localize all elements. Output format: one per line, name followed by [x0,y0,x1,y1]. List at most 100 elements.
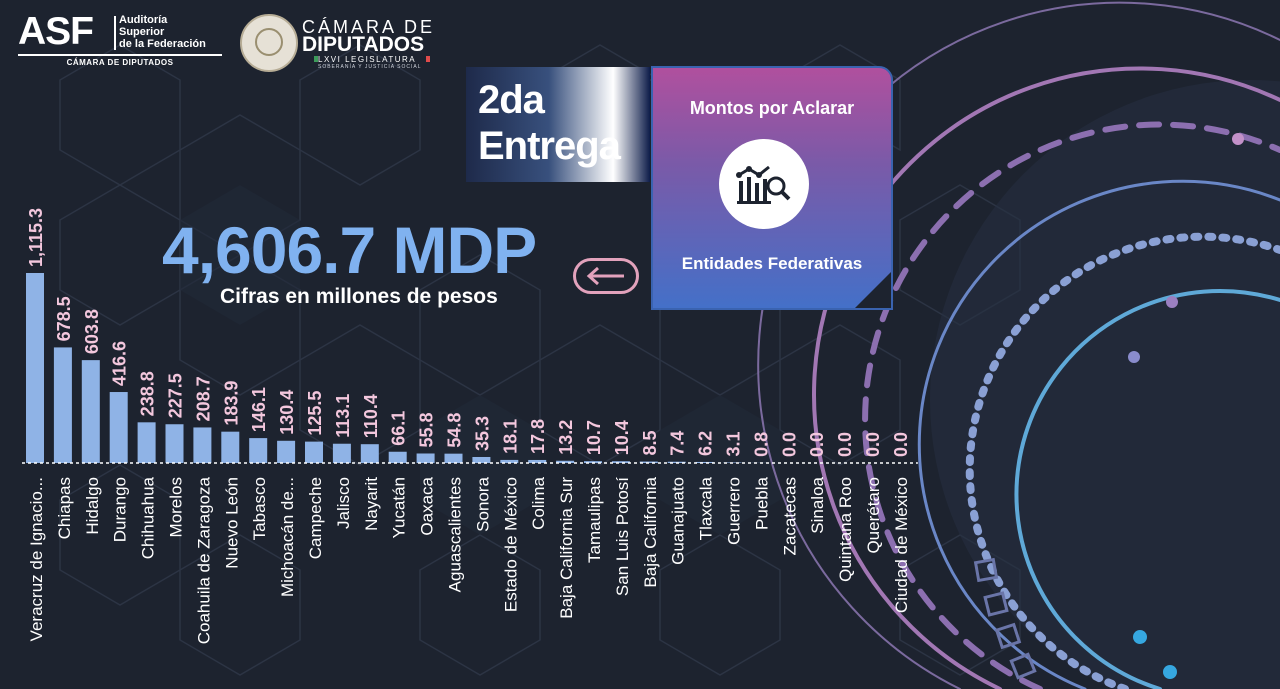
category-label: Yucatán [390,477,409,538]
category-label: Baja California Sur [557,477,576,619]
bar-value-label: 0.0 [835,432,855,457]
bar [193,427,212,463]
asf-subtitle: CÁMARA DE DIPUTADOS [66,58,174,67]
bar-value-label: 55.8 [417,412,437,447]
category-label: Nayarit [362,477,381,531]
category-label: Coahuila de Zaragoza [194,476,213,644]
category-label: Colima [529,476,548,529]
asf-underline [18,54,222,56]
bar-value-label: 208.7 [193,376,213,421]
category-label: Querétaro [864,477,883,554]
category-label: Michoacán de... [278,477,297,597]
bar-value-label: 0.0 [779,432,799,457]
bar [472,456,491,463]
bar-value-label: 0.0 [807,432,827,457]
bar-value-label: 0.0 [891,432,911,457]
bar-value-label: 146.1 [249,387,269,432]
bar [500,459,519,463]
category-label: Hidalgo [83,477,102,535]
bar [109,392,128,463]
bar [305,441,323,463]
category-label: Zacatecas [780,477,799,555]
entrega-line2: Entrega [478,124,621,168]
category-label: Aguascalientes [446,477,465,592]
category-label: Quintana Roo [836,477,855,582]
bar [528,459,547,463]
seal-eagle-icon [255,28,283,56]
category-label: Morelos [167,477,186,537]
bar-value-label: 8.5 [640,431,660,456]
asf-name-line1: Auditoría [119,14,168,26]
total-caption: Cifras en millones de pesos [220,285,498,308]
bar [388,451,407,463]
bar-value-label: 416.6 [110,341,130,386]
category-label: Sinaloa [808,476,827,533]
category-label: Puebla [752,476,771,529]
bar-value-label: 3.1 [724,431,744,456]
bar-value-label: 35.3 [472,416,492,451]
asf-logo: ASF Auditoría Superior de la Federación … [18,12,224,72]
card-subtitle: Entidades Federativas [681,254,863,273]
bar [53,347,72,463]
bar-value-label: 238.8 [138,371,158,416]
category-label: San Luis Potosí [613,477,632,596]
asf-name-line3: de la Federación [119,38,206,50]
bar-value-label: 0.0 [863,432,883,457]
category-label: Nuevo León [222,477,241,569]
bar [695,461,714,463]
category-label: Tamaulipas [585,477,604,563]
bar-value-label: 603.8 [82,309,102,354]
category-label: Tlaxcala [697,476,716,540]
bar [611,461,630,463]
bar [444,453,463,463]
bar [249,438,268,463]
entrega-line1: 2da [478,78,545,122]
bar [360,444,379,463]
arrow-left-icon [586,266,624,286]
category-label: Guerrero [725,477,744,545]
montos-card: Montos por Aclarar Entidades Federativas [651,66,893,310]
asf-separator [114,16,116,50]
bar [584,461,602,463]
category-label: Estado de México [501,477,520,612]
flag-red-stripe [426,56,430,62]
bar-value-label: 125.5 [305,391,325,436]
bar-value-label: 183.9 [221,381,241,426]
bar-value-label: 13.2 [556,420,576,455]
bar-value-label: 10.4 [612,420,632,455]
category-label: Guanajuato [669,477,688,565]
back-arrow-button[interactable] [573,258,639,294]
camara-title-line1: CÁMARA DE [302,17,436,37]
bar-value-label: 110.4 [361,394,381,438]
category-label: Campeche [306,477,325,559]
category-label: Oaxaca [418,476,437,535]
bar [416,453,435,463]
camara-legislatura: LXVI LEGISLATURA [318,55,417,64]
bar-value-label: 1,115.3 [26,208,46,267]
category-label: Chihuahua [139,476,158,559]
card-title: Montos por Aclarar [689,98,855,118]
chart-search-icon [736,165,791,204]
asf-name-line2: Superior [119,26,165,38]
camara-title-line2: DIPUTADOS [302,33,425,56]
bar [137,422,156,463]
entrega-text: 2da Entrega [478,77,621,169]
bar-value-label: 10.7 [584,420,604,455]
bar-value-label: 66.1 [389,411,409,446]
total-amount: 4,606.7 MDP [162,213,537,287]
flag-green-stripe [314,56,318,62]
category-label: Chiapas [55,477,74,539]
bar-value-label: 18.1 [500,419,520,454]
category-label: Sonora [473,476,492,531]
bar-value-label: 0.8 [751,432,771,457]
bar-value-label: 678.5 [54,296,74,341]
entrega-banner: 2da Entrega [466,67,650,182]
bar-value-label: 17.8 [528,419,548,454]
bar-value-label: 6.2 [696,431,716,456]
category-label: Jalisco [334,477,353,529]
category-label: Baja California [641,476,660,587]
asf-mark: ASF [18,10,94,53]
category-label: Tabasco [250,477,269,540]
card-icon-circle [719,139,809,229]
bar [556,460,575,463]
